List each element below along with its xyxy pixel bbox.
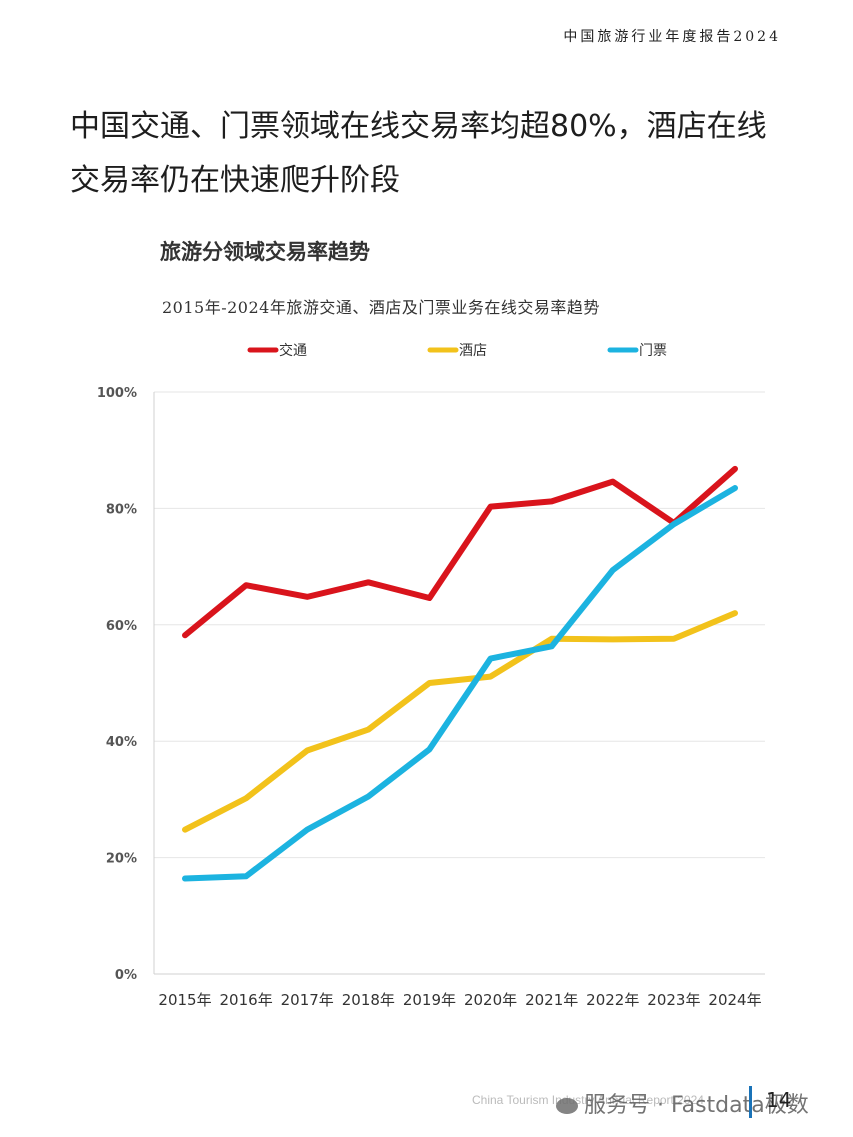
- series-line: [182, 610, 738, 833]
- y-tick-label: 20%: [106, 852, 137, 867]
- x-tick-label: 2015年: [158, 991, 211, 1009]
- x-tick-label: 2024年: [708, 991, 761, 1009]
- chart-subtitle: 2015年-2024年旅游交通、酒店及门票业务在线交易率趋势: [162, 298, 600, 317]
- y-tick-label: 40%: [106, 735, 137, 750]
- chart-title: 旅游分领域交易率趋势: [160, 240, 370, 264]
- line-chart: 0% 20% 40% 60% 80% 100% 2015年 2016年 2017年 2018年 20…: [97, 342, 765, 1009]
- x-tick-label: 2020年: [464, 991, 517, 1009]
- series-line: [182, 465, 738, 639]
- series-line: [182, 485, 738, 882]
- x-tick-label: 2016年: [220, 991, 273, 1009]
- x-tick-label: 2023年: [647, 991, 700, 1009]
- x-tick-label: 2017年: [281, 991, 334, 1009]
- legend-label: 门票: [639, 343, 667, 359]
- y-tick-label: 100%: [97, 386, 137, 401]
- footer-report-name: China Tourism Industry Annual Report 202…: [472, 1093, 704, 1107]
- chat-icon: [556, 1098, 578, 1114]
- watermark-text: 服务号 · Fastdata极数: [584, 1093, 809, 1118]
- page-headline: 中国交通、门票领域在线交易率均超80%，酒店在线交易率仍在快速爬升阶段: [70, 109, 767, 198]
- x-tick-label: 2022年: [586, 991, 639, 1009]
- x-tick-label: 2018年: [342, 991, 395, 1009]
- x-tick-label: 2019年: [403, 991, 456, 1009]
- y-tick-label: 60%: [106, 619, 137, 634]
- legend-label: 酒店: [459, 343, 487, 359]
- report-header: 中国旅游行业年度报告2024: [563, 29, 781, 45]
- x-tick-label: 2021年: [525, 991, 578, 1009]
- page-divider: [749, 1086, 752, 1118]
- page-number: 14: [766, 1088, 792, 1112]
- watermark: 服务号 · Fastdata极数: [556, 1087, 809, 1119]
- legend-label: 交通: [279, 342, 307, 359]
- y-tick-label: 80%: [106, 502, 137, 517]
- y-tick-label: 0%: [115, 968, 137, 983]
